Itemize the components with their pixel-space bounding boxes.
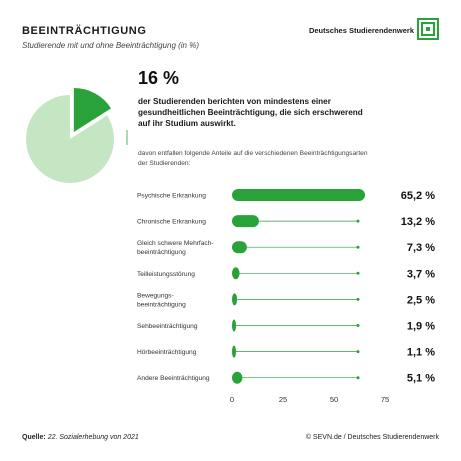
category-label: Andere Beeinträchtigung bbox=[137, 375, 210, 382]
category-label: Bewegungs-beeinträchtigung bbox=[137, 292, 186, 308]
bar bbox=[232, 241, 247, 254]
category-label: Hörbeeinträchtigung bbox=[137, 349, 197, 356]
chart-subtitle: Studierende mit und ohne Beeinträchtigun… bbox=[22, 41, 199, 50]
source-label: Quelle: bbox=[22, 434, 46, 441]
category-label: Psychische Erkrankung bbox=[137, 193, 206, 200]
bar bbox=[232, 371, 243, 384]
x-tick-label: 50 bbox=[330, 395, 338, 404]
leader-dot bbox=[356, 219, 360, 223]
chart-title: BEEINTRÄCHTIGUNG bbox=[22, 25, 147, 37]
x-tick-label: 0 bbox=[230, 395, 234, 404]
value-label: 1,1 % bbox=[407, 347, 435, 359]
pie-chart bbox=[26, 87, 114, 183]
bar bbox=[232, 215, 259, 228]
value-label: 1,9 % bbox=[407, 321, 435, 333]
value-label: 2,5 % bbox=[407, 294, 435, 306]
bar bbox=[232, 293, 238, 306]
value-label: 13,2 % bbox=[401, 216, 435, 228]
bar bbox=[232, 267, 240, 280]
leader-dot bbox=[356, 324, 360, 327]
source-footer: Quelle: 22. Sozialerhebung von 2021 bbox=[22, 434, 139, 441]
x-tick-label: 75 bbox=[381, 395, 389, 404]
value-label: 7,3 % bbox=[407, 242, 435, 254]
bar bbox=[232, 319, 236, 332]
leader-dot bbox=[356, 245, 360, 249]
leader-dot bbox=[356, 376, 360, 380]
credit-footer: © SEVN.de / Deutsches Studierendenwerk bbox=[305, 434, 439, 441]
category-label: Chronische Erkrankung bbox=[137, 219, 206, 226]
leader-dot bbox=[356, 271, 360, 275]
category-label: Teilleistungsstörung bbox=[137, 271, 195, 278]
brand-name: Deutsches Studierendenwerk bbox=[308, 26, 414, 35]
source-text: 22. Sozialerhebung von 2021 bbox=[47, 434, 139, 441]
pie-slice-highlight bbox=[73, 87, 112, 132]
leader-dot bbox=[356, 350, 360, 354]
leader-dot bbox=[356, 297, 360, 301]
category-label: Sehbeeinträchtigung bbox=[137, 323, 198, 330]
value-label: 65,2 % bbox=[401, 190, 435, 202]
bar bbox=[232, 345, 236, 358]
bar bbox=[232, 189, 366, 201]
summary-note: davon entfallen folgende Anteile auf die… bbox=[138, 150, 368, 167]
value-label: 3,7 % bbox=[407, 268, 435, 280]
category-label: Gleich schwere Mehrfach-beeinträchtigung bbox=[137, 240, 214, 256]
pie-slice-rest bbox=[26, 95, 114, 183]
x-tick-label: 25 bbox=[279, 395, 287, 404]
headline-percentage: 16 % bbox=[138, 68, 180, 88]
summary-text: der Studierenden berichten von mindesten… bbox=[138, 97, 363, 128]
value-label: 5,1 % bbox=[407, 373, 435, 385]
brand-logo bbox=[417, 18, 439, 40]
